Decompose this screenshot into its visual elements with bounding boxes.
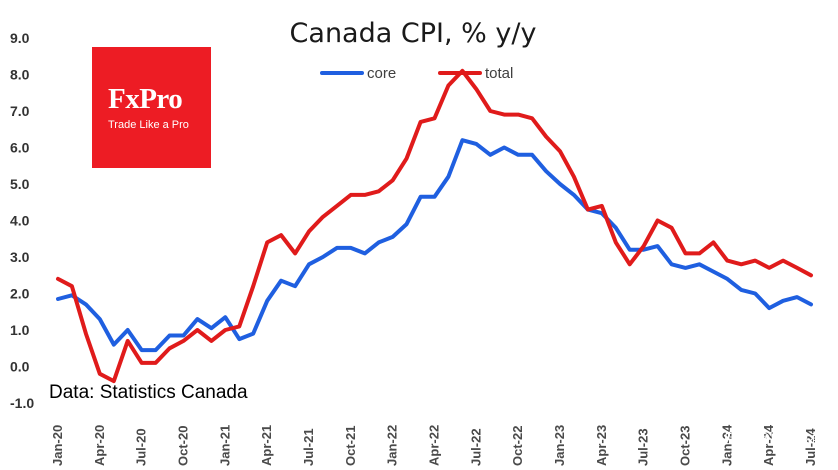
plot-area bbox=[56, 68, 813, 384]
x-tick-label: Apr-21 bbox=[259, 425, 274, 466]
x-tick-label: Apr-23 bbox=[594, 425, 609, 466]
x-tick-label: Jul-24 bbox=[803, 428, 818, 466]
y-tick-label: 2.0 bbox=[10, 286, 30, 302]
logo-tagline: Trade Like a Pro bbox=[108, 119, 189, 131]
fxpro-logo: FxPro Trade Like a Pro bbox=[92, 47, 211, 168]
legend-label-core: core bbox=[367, 65, 396, 82]
series-line-core bbox=[56, 138, 813, 353]
legend: core total bbox=[320, 65, 513, 82]
x-tick-label: Jul-23 bbox=[636, 428, 651, 466]
y-tick-label: 9.0 bbox=[10, 30, 30, 46]
y-tick-label: 5.0 bbox=[10, 176, 30, 192]
x-tick-label: Jul-20 bbox=[134, 428, 149, 466]
x-tick-label: Oct-20 bbox=[176, 426, 191, 466]
source-note: Data: Statistics Canada bbox=[49, 382, 248, 403]
y-tick-label: 0.0 bbox=[10, 359, 30, 375]
y-axis: 9.0 8.0 7.0 6.0 5.0 4.0 3.0 2.0 1.0 0.0 -1.0 bbox=[10, 30, 34, 411]
y-tick-label: 1.0 bbox=[10, 322, 30, 338]
y-tick-label: 7.0 bbox=[10, 103, 30, 119]
x-tick-label: Oct-21 bbox=[343, 426, 358, 466]
x-tick-label: Jan-22 bbox=[385, 425, 400, 466]
legend-label-total: total bbox=[485, 65, 513, 82]
series-line-total bbox=[56, 68, 813, 384]
y-tick-label: 6.0 bbox=[10, 140, 30, 156]
x-tick-label: Apr-20 bbox=[92, 425, 107, 466]
x-tick-label: Oct-22 bbox=[510, 426, 525, 466]
y-tick-label: 4.0 bbox=[10, 213, 30, 229]
x-tick-label: Jan-24 bbox=[719, 424, 734, 466]
chart-title: Canada CPI, % y/y bbox=[290, 18, 537, 49]
x-tick-label: Jan-23 bbox=[552, 425, 567, 466]
x-tick-label: Apr-24 bbox=[761, 424, 776, 466]
y-tick-label: -1.0 bbox=[10, 395, 34, 411]
x-tick-label: Jul-21 bbox=[301, 428, 316, 466]
x-axis: Jan-20 Apr-20 Jul-20 Oct-20 Jan-21 Apr-21 Jul-… bbox=[50, 424, 818, 466]
x-tick-label: Jan-20 bbox=[50, 425, 65, 466]
x-tick-label: Jul-22 bbox=[468, 428, 483, 466]
watermark: 知乎 @FxPro浦汇 bbox=[725, 430, 836, 446]
y-tick-label: 3.0 bbox=[10, 249, 30, 265]
x-tick-label: Oct-23 bbox=[678, 426, 693, 466]
x-tick-label: Jan-21 bbox=[217, 425, 232, 466]
y-tick-label: 8.0 bbox=[10, 67, 30, 83]
x-tick-label: Apr-22 bbox=[427, 425, 442, 466]
logo-brand: FxPro bbox=[108, 83, 183, 115]
